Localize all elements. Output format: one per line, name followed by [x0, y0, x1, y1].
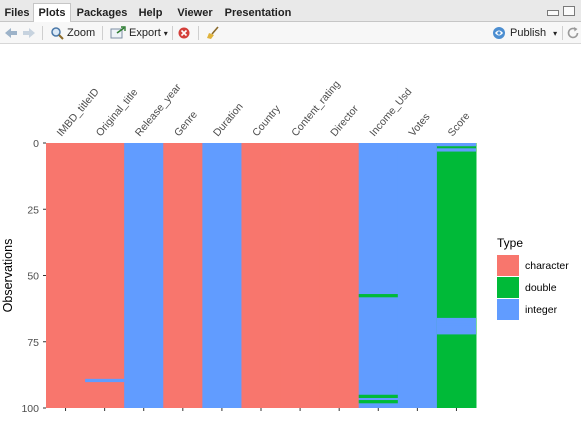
tab-packages[interactable]: Packages — [76, 7, 128, 19]
legend-title: Type — [497, 236, 523, 250]
publish-label: Publish — [510, 27, 547, 39]
heatmap-cell — [358, 294, 398, 298]
toolbar-separator — [562, 26, 563, 40]
legend-label: character — [525, 260, 569, 272]
heatmap-column — [124, 143, 164, 408]
heatmap-cell — [358, 400, 398, 404]
legend-swatch — [497, 299, 519, 320]
export-label: Export — [129, 27, 161, 39]
plots-toolbar: Zoom Export ▾ Publish ▾ — [0, 22, 581, 44]
y-tick-label: 100 — [21, 403, 39, 415]
x-tick-label: Score — [446, 110, 473, 139]
tab-files[interactable]: Files — [4, 7, 30, 19]
remove-plot-button[interactable] — [178, 25, 190, 41]
heatmap-column — [397, 143, 438, 408]
x-tick-label: Country — [250, 102, 283, 138]
y-tick-label: 50 — [27, 271, 39, 283]
zoom-button[interactable]: Zoom — [50, 25, 95, 41]
heatmap-column — [358, 143, 399, 408]
maximize-icon[interactable] — [563, 6, 575, 16]
back-arrow-icon[interactable] — [4, 25, 18, 41]
heatmap-column — [85, 143, 125, 408]
y-tick-label: 75 — [27, 337, 39, 349]
zoom-icon — [51, 27, 64, 40]
minimize-icon[interactable] — [547, 10, 559, 16]
tab-help[interactable]: Help — [138, 7, 163, 19]
x-tick-label: Director — [328, 103, 361, 139]
heatmap-cell — [436, 143, 476, 147]
export-icon — [110, 26, 126, 39]
publish-button[interactable]: Publish ▾ — [491, 25, 557, 41]
tab-plots[interactable]: Plots — [33, 3, 71, 23]
legend-label: integer — [525, 304, 558, 316]
toolbar-separator — [102, 26, 103, 40]
heatmap-column — [202, 143, 242, 408]
zoom-label: Zoom — [67, 27, 96, 39]
toolbar-separator — [42, 26, 43, 40]
clear-all-plots-button[interactable] — [206, 25, 220, 41]
chevron-down-icon: ▾ — [553, 28, 558, 38]
tab-viewer[interactable]: Viewer — [177, 7, 213, 19]
refresh-icon — [567, 27, 579, 39]
forward-arrow-icon[interactable] — [22, 25, 36, 41]
toolbar-separator — [172, 26, 173, 40]
y-tick-label: 25 — [27, 204, 39, 216]
x-tick-label: Duration — [211, 101, 246, 139]
heatmap-cell — [436, 317, 476, 322]
chevron-down-icon: ▾ — [163, 28, 168, 38]
broom-icon — [207, 26, 219, 39]
heatmap-cell — [436, 325, 476, 330]
plot-viewer: IMBD_titleID Original_title Release_year Ge… — [0, 44, 581, 425]
legend-swatch — [497, 277, 519, 298]
legend-label: double — [525, 282, 557, 294]
x-tick-label: Votes — [406, 111, 432, 139]
heatmap-cell — [358, 394, 398, 398]
heatmap-cell — [436, 323, 476, 327]
missingness-heatmap: IMBD_titleIDOriginal_titleRelease_yearGe… — [1, 78, 569, 415]
heatmap-column — [280, 143, 321, 408]
heatmap-column — [163, 143, 203, 408]
pane-tab-bar: Files Plots Packages Help Viewer Present… — [0, 0, 581, 23]
heatmap-cell — [436, 320, 476, 324]
heatmap-column — [436, 143, 477, 408]
refresh-button[interactable] — [566, 25, 580, 41]
heatmap-cell — [436, 328, 476, 332]
remove-plot-icon — [178, 27, 190, 39]
heatmap-cell — [85, 378, 125, 383]
toolbar-separator — [198, 26, 199, 40]
y-axis-label: Observations — [1, 239, 15, 313]
heatmap-column — [241, 143, 282, 408]
heatmap-column — [319, 143, 360, 408]
heatmap-cell — [436, 148, 476, 152]
export-button[interactable]: Export ▾ — [110, 25, 168, 41]
pane-window-controls — [547, 6, 577, 18]
legend-swatch — [497, 255, 519, 276]
tab-presentation[interactable]: Presentation — [224, 7, 292, 19]
publish-icon — [493, 27, 505, 39]
heatmap-cell — [436, 331, 476, 335]
x-tick-label: Genre — [172, 109, 200, 139]
y-tick-label: 0 — [33, 138, 39, 150]
heatmap-column — [46, 143, 86, 408]
